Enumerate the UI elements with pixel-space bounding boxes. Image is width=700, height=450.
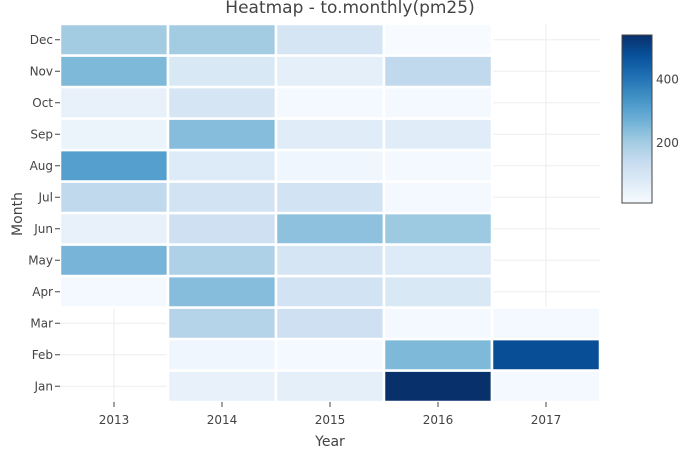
heatmap-cell-2015-aug bbox=[274, 148, 386, 183]
heatmap-cell-2016-oct bbox=[382, 85, 494, 120]
heatmap-cell-2014-dec bbox=[166, 22, 278, 57]
colorbar-tick-label: 200 bbox=[656, 136, 679, 150]
heatmap-cell-2015-may bbox=[274, 243, 386, 278]
x-axis-ticks: 2013 2014 2015 2016 2017 bbox=[99, 402, 562, 427]
heatmap-cell-2014-oct bbox=[166, 85, 278, 120]
heatmap-cell-2014-jan bbox=[166, 369, 278, 404]
chart-title: Heatmap - to.monthly(pm25) bbox=[225, 0, 474, 18]
heatmap-cell-2015-sep bbox=[274, 117, 386, 152]
y-tick-label: Aug bbox=[30, 159, 53, 173]
heatmap-cell-2016-sep bbox=[382, 117, 494, 152]
heatmap-cell-2017-mar bbox=[490, 306, 602, 341]
heatmap-cell-2014-may bbox=[166, 243, 278, 278]
heatmap-cell-2016-feb bbox=[382, 337, 494, 372]
heatmap-cell-2017-jan bbox=[490, 369, 602, 404]
x-axis-title: Year bbox=[314, 434, 345, 450]
y-tick-label: May bbox=[28, 253, 53, 267]
heatmap-cell-2014-sep bbox=[166, 117, 278, 152]
heatmap-cell-2015-nov bbox=[274, 54, 386, 89]
heatmap-cell-2014-mar bbox=[166, 306, 278, 341]
heatmap-cell-2013-sep bbox=[58, 117, 170, 152]
y-tick-label: Feb bbox=[32, 348, 53, 362]
heatmap-cell-2016-aug bbox=[382, 148, 494, 183]
heatmap-cell-2014-jul bbox=[166, 180, 278, 215]
y-tick-label: Dec bbox=[30, 33, 53, 47]
heatmap-cells bbox=[58, 22, 602, 404]
heatmap-cell-2014-feb bbox=[166, 337, 278, 372]
heatmap-cell-2015-dec bbox=[274, 22, 386, 57]
y-tick-label: Oct bbox=[32, 96, 53, 110]
heatmap-cell-2015-jan bbox=[274, 369, 386, 404]
y-tick-label: Mar bbox=[30, 316, 53, 330]
y-tick-label: Jun bbox=[33, 222, 53, 236]
heatmap-cell-2016-apr bbox=[382, 274, 494, 309]
heatmap-cell-2014-aug bbox=[166, 148, 278, 183]
heatmap-cell-2015-feb bbox=[274, 337, 386, 372]
y-tick-label: Sep bbox=[30, 127, 53, 141]
y-tick-label: Jan bbox=[34, 379, 54, 393]
heatmap-cell-2013-dec bbox=[58, 22, 170, 57]
colorbar-tick-label: 400 bbox=[656, 72, 679, 86]
heatmap-cell-2015-oct bbox=[274, 85, 386, 120]
y-tick-label: Jul bbox=[38, 190, 53, 204]
x-tick-label: 2013 bbox=[99, 413, 130, 427]
y-tick-label: Apr bbox=[32, 285, 53, 299]
heatmap-cell-2013-jul bbox=[58, 180, 170, 215]
heatmap-cell-2017-feb bbox=[490, 337, 602, 372]
heatmap-cell-2014-jun bbox=[166, 211, 278, 246]
colorbar-gradient bbox=[621, 34, 653, 204]
heatmap-cell-2013-oct bbox=[58, 85, 170, 120]
x-tick-label: 2014 bbox=[207, 413, 238, 427]
heatmap-cell-2013-may bbox=[58, 243, 170, 278]
heatmap-cell-2013-apr bbox=[58, 274, 170, 309]
heatmap-cell-2015-apr bbox=[274, 274, 386, 309]
x-tick-label: 2017 bbox=[531, 413, 562, 427]
heatmap-cell-2016-nov bbox=[382, 54, 494, 89]
heatmap-cell-2013-nov bbox=[58, 54, 170, 89]
x-tick-label: 2015 bbox=[315, 413, 346, 427]
heatmap-cell-2015-jul bbox=[274, 180, 386, 215]
heatmap-cell-2016-dec bbox=[382, 22, 494, 57]
colorbar: 200 400 bbox=[621, 34, 679, 204]
heatmap-cell-2016-jun bbox=[382, 211, 494, 246]
heatmap-cell-2015-jun bbox=[274, 211, 386, 246]
heatmap-cell-2016-may bbox=[382, 243, 494, 278]
heatmap-cell-2016-mar bbox=[382, 306, 494, 341]
heatmap-cell-2013-jun bbox=[58, 211, 170, 246]
heatmap-cell-2014-nov bbox=[166, 54, 278, 89]
y-axis-title: Month bbox=[10, 192, 26, 236]
heatmap-cell-2015-mar bbox=[274, 306, 386, 341]
heatmap-cell-2016-jan bbox=[382, 369, 494, 404]
x-tick-label: 2016 bbox=[423, 413, 454, 427]
heatmap-cell-2013-aug bbox=[58, 148, 170, 183]
y-tick-label: Nov bbox=[30, 64, 53, 78]
y-axis-ticks: Jan Feb Mar Apr May Jun Jul Aug Sep Oct Nov Dec bbox=[28, 33, 60, 393]
heatmap-cell-2014-apr bbox=[166, 274, 278, 309]
heatmap-cell-2016-jul bbox=[382, 180, 494, 215]
